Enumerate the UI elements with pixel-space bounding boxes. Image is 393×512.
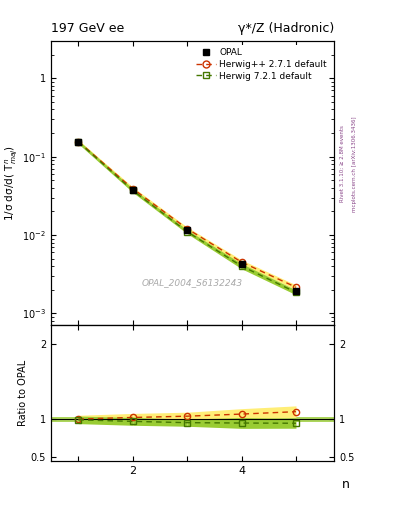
- Text: OPAL_2004_S6132243: OPAL_2004_S6132243: [142, 278, 243, 287]
- Text: γ*/Z (Hadronic): γ*/Z (Hadronic): [238, 22, 334, 35]
- Text: 197 GeV ee: 197 GeV ee: [51, 22, 124, 35]
- Y-axis label: Ratio to OPAL: Ratio to OPAL: [18, 360, 28, 426]
- X-axis label: n: n: [342, 478, 349, 492]
- Legend: OPAL, Herwig++ 2.7.1 default, Herwig 7.2.1 default: OPAL, Herwig++ 2.7.1 default, Herwig 7.2…: [193, 46, 330, 83]
- Y-axis label: 1/σ dσ/d( T$^n_{maj}$): 1/σ dσ/d( T$^n_{maj}$): [4, 145, 20, 221]
- Text: Rivet 3.1.10; ≥ 2.8M events: Rivet 3.1.10; ≥ 2.8M events: [340, 125, 345, 202]
- Text: mcplots.cern.ch [arXiv:1306.3436]: mcplots.cern.ch [arXiv:1306.3436]: [352, 116, 357, 211]
